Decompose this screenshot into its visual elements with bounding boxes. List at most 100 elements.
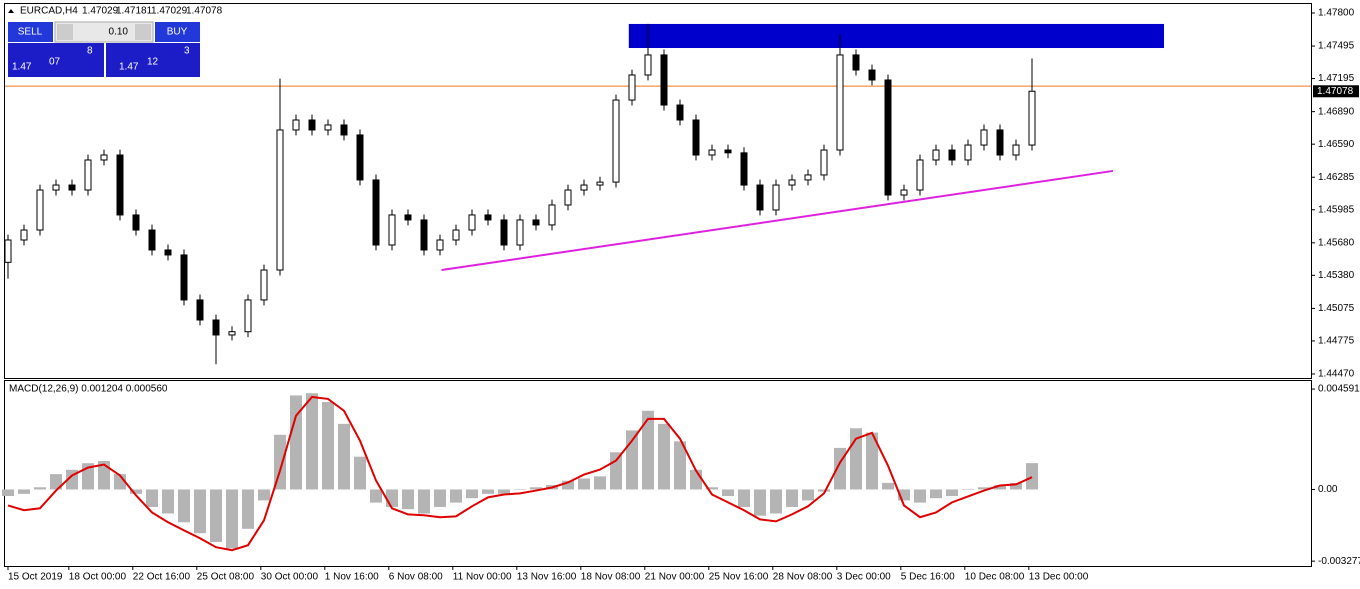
ask-big: 1.47 (119, 62, 139, 73)
candle-body (644, 54, 652, 76)
buy-button[interactable] (155, 22, 200, 42)
sell-button[interactable] (8, 22, 53, 42)
macd-bar (18, 489, 30, 494)
x-tick-label: 22 Oct 16:00 (133, 572, 191, 583)
collapse-icon[interactable] (8, 9, 14, 13)
candle-body (676, 104, 684, 121)
candle-body (628, 74, 636, 101)
macd-bar (994, 485, 1006, 490)
candle-body (1012, 144, 1020, 156)
y-tick-label: 1.45985 (1318, 204, 1355, 215)
candle-body (804, 174, 812, 181)
candle-body (4, 239, 12, 263)
x-tick-label: 5 Dec 16:00 (901, 572, 955, 583)
x-tick-label: 18 Nov 08:00 (581, 572, 641, 583)
candle-body (20, 229, 28, 241)
zone (628, 23, 1164, 49)
y-tick-label: 1.45380 (1318, 270, 1355, 281)
bid-pips: 07 (49, 57, 61, 68)
candle-body (436, 239, 444, 251)
candle-body (916, 159, 924, 191)
x-tick-label: 13 Nov 16:00 (517, 572, 577, 583)
candle-body (356, 134, 364, 181)
ohlc-high: 1.47181 (116, 6, 153, 17)
trade-panel: SELL 0.10 BUY 1.47 07 8 1.47 12 3 (8, 21, 200, 77)
macd-bar (242, 489, 254, 529)
lot-up[interactable] (135, 24, 151, 40)
candle-body (660, 54, 668, 106)
macd-bar (258, 489, 270, 501)
lot-value: 0.10 (109, 27, 129, 38)
x-tick-label: 1 Nov 16:00 (325, 572, 379, 583)
candle-body (116, 154, 124, 216)
x-tick-label: 6 Nov 08:00 (389, 572, 443, 583)
candle-body (852, 54, 860, 71)
signal-line (7, 395, 1033, 552)
candle-body (388, 214, 396, 246)
plot-layer (2, 12, 1315, 562)
candle-body (100, 154, 108, 161)
y-tick-label: 1.45075 (1318, 303, 1355, 314)
candle-body (324, 124, 332, 131)
lot-down[interactable] (57, 24, 73, 40)
ohlc-open: 1.47029 (82, 6, 119, 17)
macd-bar (770, 489, 782, 514)
macd-bar (354, 456, 366, 490)
candle-body (52, 184, 60, 191)
y-tick-label: 1.44470 (1318, 369, 1355, 380)
candle-body (564, 189, 572, 206)
y-tick-label: 1.46890 (1318, 106, 1355, 117)
buy-label: BUY (167, 27, 188, 38)
candle-body (596, 181, 604, 186)
macd-bar (786, 489, 798, 507)
bid-box[interactable] (8, 43, 104, 77)
candle-body (36, 189, 44, 231)
x-tick-label: 21 Nov 00:00 (645, 572, 705, 583)
candle-body (740, 152, 748, 186)
x-tick-label: 15 Oct 2019 (8, 572, 63, 583)
macd-bar (210, 489, 222, 542)
candle-body (900, 189, 908, 196)
y-tick-label: 1.46285 (1318, 172, 1355, 183)
y-tick-label: 1.44775 (1318, 336, 1355, 347)
y-tick-label: 1.45680 (1318, 237, 1355, 248)
candle-body (452, 229, 460, 241)
macd-bar (898, 489, 910, 501)
macd-bar (706, 487, 718, 490)
candle-body (164, 249, 172, 256)
macd-bar (962, 489, 974, 490)
macd-bar (578, 478, 590, 490)
candle-body (468, 214, 476, 231)
x-tick-label: 28 Nov 08:00 (773, 572, 833, 583)
macd-bar (818, 489, 830, 492)
candle-body (132, 214, 140, 231)
macd-bar (434, 489, 446, 507)
lot-field[interactable] (54, 21, 154, 43)
macd-bar (162, 489, 174, 514)
candle-body (868, 69, 876, 81)
candle-body (548, 204, 556, 226)
candle-body (772, 184, 780, 211)
macd-bar (290, 395, 302, 490)
candle-body (932, 149, 940, 161)
trendline (441, 169, 1114, 272)
macd-bar (130, 489, 142, 494)
macd-bar (386, 489, 398, 507)
ohlc-close: 1.47078 (186, 6, 223, 17)
macd-bar (482, 489, 494, 494)
macd-bar (514, 489, 526, 490)
candle-body (948, 149, 956, 161)
x-tick-label: 30 Oct 00:00 (261, 572, 319, 583)
candle-body (292, 119, 300, 131)
ask-box[interactable] (106, 43, 200, 77)
y-tick-label: 1.47495 (1318, 41, 1355, 52)
candle-body (484, 214, 492, 221)
candle-body (724, 149, 732, 154)
macd-bar (338, 423, 350, 490)
candle-body (1028, 90, 1036, 146)
main-panel (4, 3, 1312, 379)
macd-bar (930, 489, 942, 499)
y-tick-label: 0.004591 (1318, 384, 1360, 395)
